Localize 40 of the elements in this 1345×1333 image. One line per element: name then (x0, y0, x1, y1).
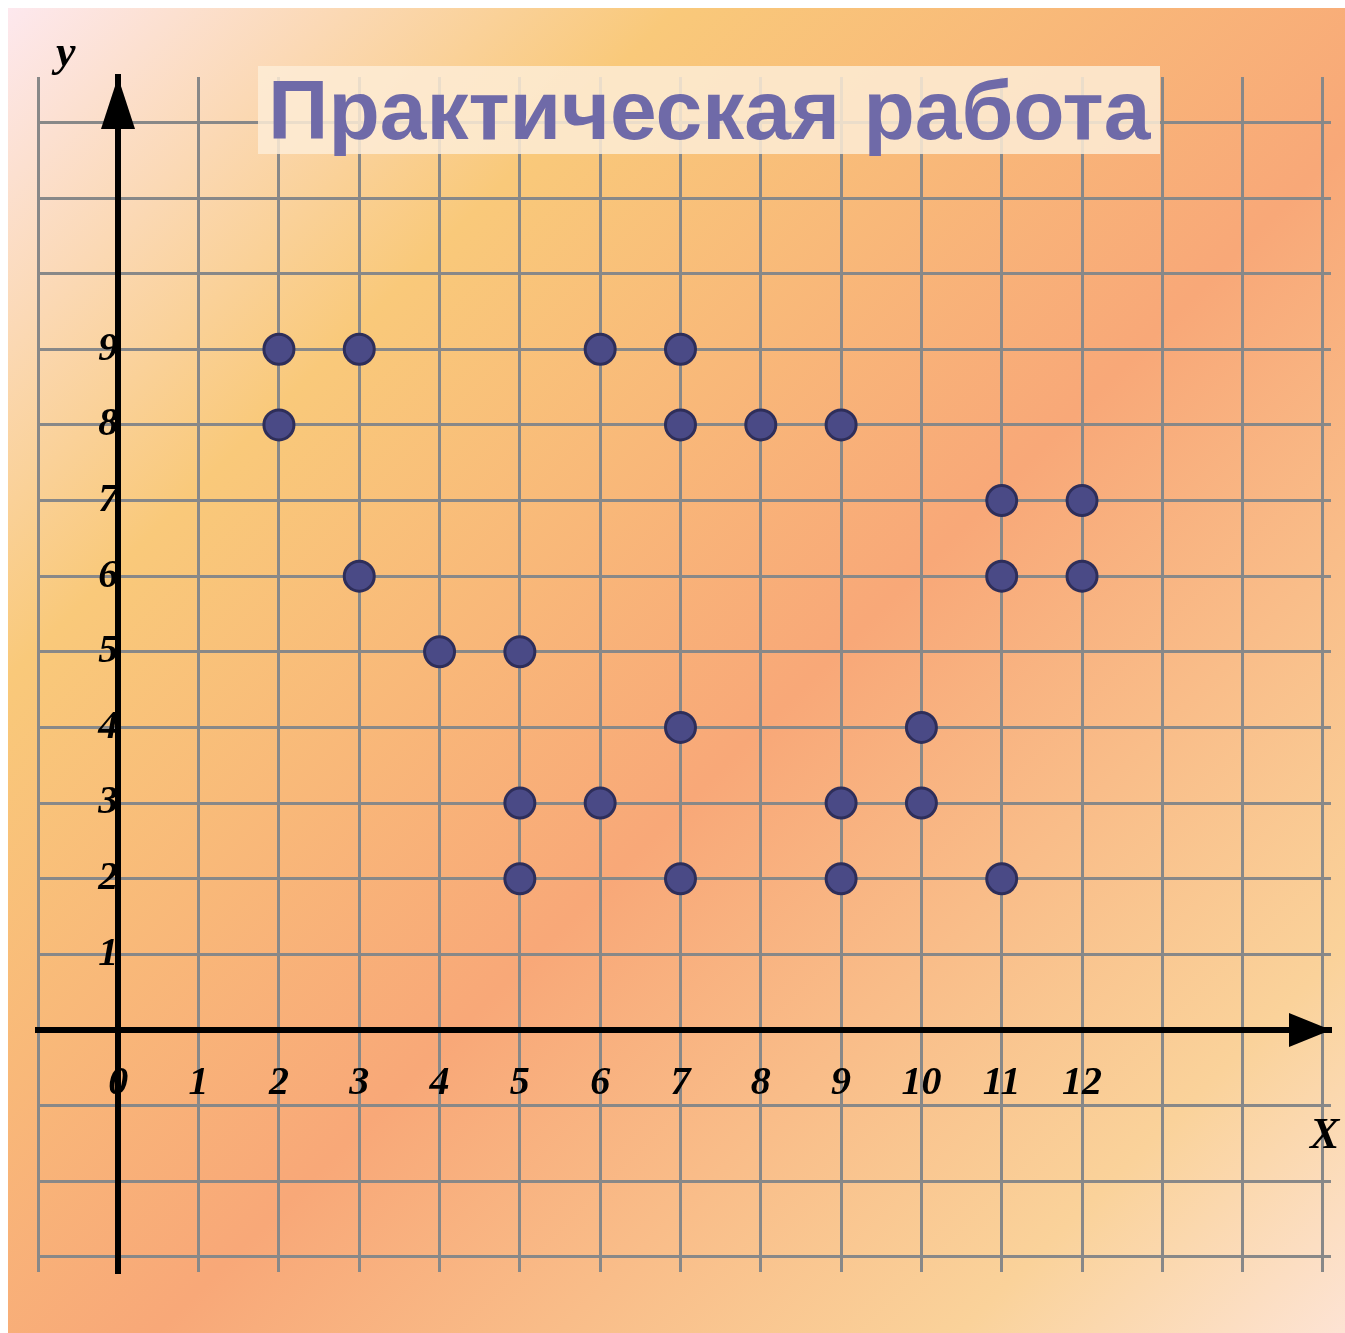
x-tick-label: 12 (1062, 1058, 1103, 1104)
point (824, 408, 858, 442)
x-tick-label: 2 (267, 1058, 289, 1104)
point (1065, 484, 1099, 518)
point (985, 862, 1019, 896)
point (503, 635, 537, 669)
point (985, 484, 1019, 518)
point (1065, 559, 1099, 593)
point (663, 710, 697, 744)
point (503, 862, 537, 896)
x-tick-label: 8 (750, 1058, 771, 1104)
point (985, 559, 1019, 593)
point (824, 862, 858, 896)
point (262, 408, 296, 442)
point (904, 786, 938, 820)
x-tick-label: 7 (670, 1058, 693, 1104)
chart-title: Практическая работа (258, 63, 1161, 157)
x-axis-title: X (1310, 1108, 1340, 1159)
x-tick-label: 3 (348, 1058, 370, 1104)
x-tick-label: 10 (901, 1058, 942, 1104)
point (503, 786, 537, 820)
y-tick-label: 1 (98, 928, 119, 974)
point (663, 408, 697, 442)
x-tick-label: 6 (590, 1058, 611, 1104)
point (744, 408, 778, 442)
point (583, 786, 617, 820)
point (663, 332, 697, 366)
point (904, 710, 938, 744)
point (342, 332, 376, 366)
x-tick-label: 5 (509, 1058, 530, 1104)
x-tick-label: 11 (982, 1058, 1021, 1104)
point (824, 786, 858, 820)
point (663, 862, 697, 896)
x-tick-label: 1 (188, 1058, 209, 1104)
x-tick-label: 9 (831, 1058, 852, 1104)
x-tick-label: 4 (428, 1058, 450, 1104)
point (262, 332, 296, 366)
point (423, 635, 457, 669)
point (583, 332, 617, 366)
point (342, 559, 376, 593)
